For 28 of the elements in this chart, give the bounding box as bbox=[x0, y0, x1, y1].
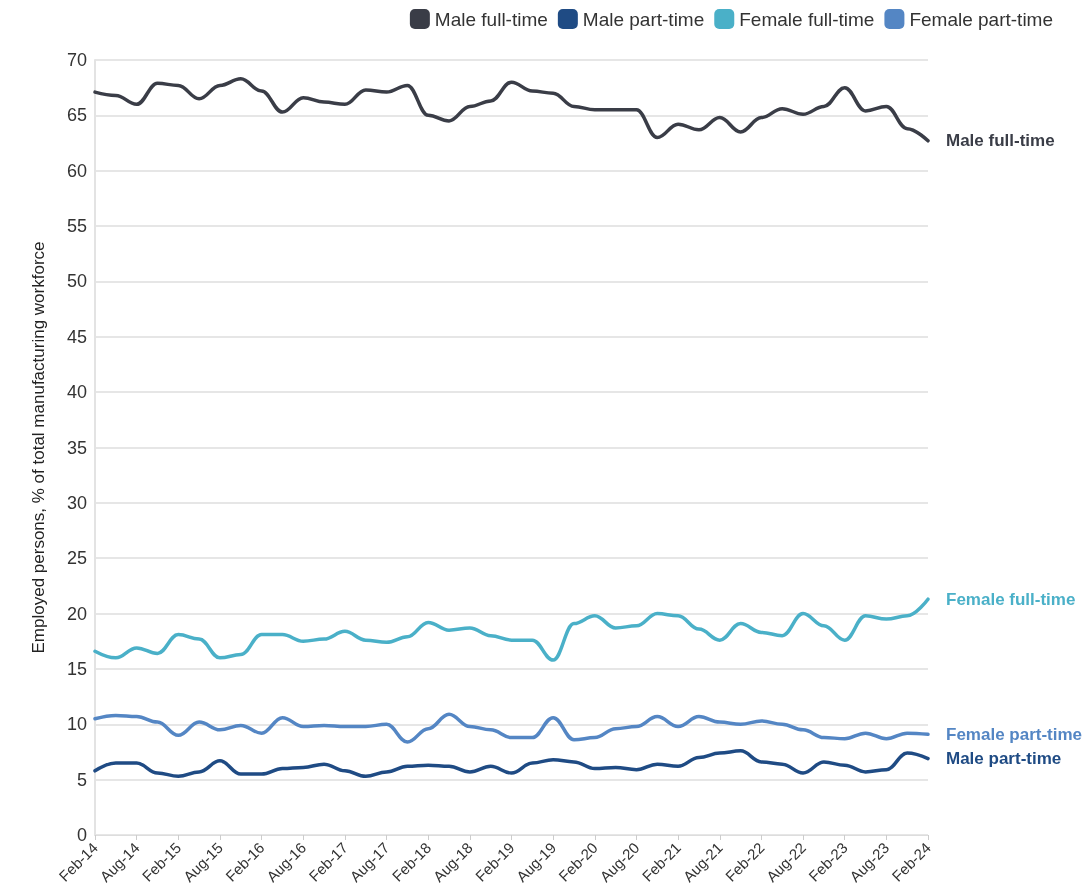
line-series bbox=[93, 712, 930, 744]
line-series bbox=[93, 749, 930, 779]
line-series bbox=[93, 597, 930, 662]
text: Female full-time bbox=[946, 589, 1076, 609]
y-tick-label: 50 bbox=[66, 271, 87, 292]
y-tick-label: 5 bbox=[76, 769, 87, 790]
legend-label: Female full-time bbox=[739, 8, 875, 30]
y-tick-label: 20 bbox=[66, 603, 87, 624]
text: Male full-time bbox=[946, 131, 1055, 151]
line-series bbox=[93, 77, 930, 143]
y-tick-label: 60 bbox=[66, 160, 87, 181]
legend-label: Female part-time bbox=[909, 8, 1054, 30]
y-tick-label: 40 bbox=[66, 382, 87, 403]
y-tick-label: 70 bbox=[66, 50, 87, 70]
y-tick-label: 55 bbox=[66, 216, 87, 237]
y-tick-label: 35 bbox=[66, 437, 87, 458]
y-tick-label: 65 bbox=[66, 105, 87, 126]
y-tick-label: 30 bbox=[66, 492, 87, 513]
y-axis-title: Employed persons, % of total manufacturing workforce bbox=[29, 241, 48, 654]
y-tick-label: 15 bbox=[66, 658, 87, 679]
y-tick-label: 10 bbox=[66, 714, 87, 735]
y-tick-label: 25 bbox=[66, 548, 87, 569]
y-tick-label: 45 bbox=[66, 326, 87, 347]
legend-label: Male part-time bbox=[582, 8, 705, 30]
y-tick-label: 0 bbox=[76, 825, 87, 845]
text: Male part-time bbox=[946, 749, 1062, 769]
text: Female part-time bbox=[946, 724, 1083, 744]
legend-label: Male full-time bbox=[434, 8, 548, 30]
